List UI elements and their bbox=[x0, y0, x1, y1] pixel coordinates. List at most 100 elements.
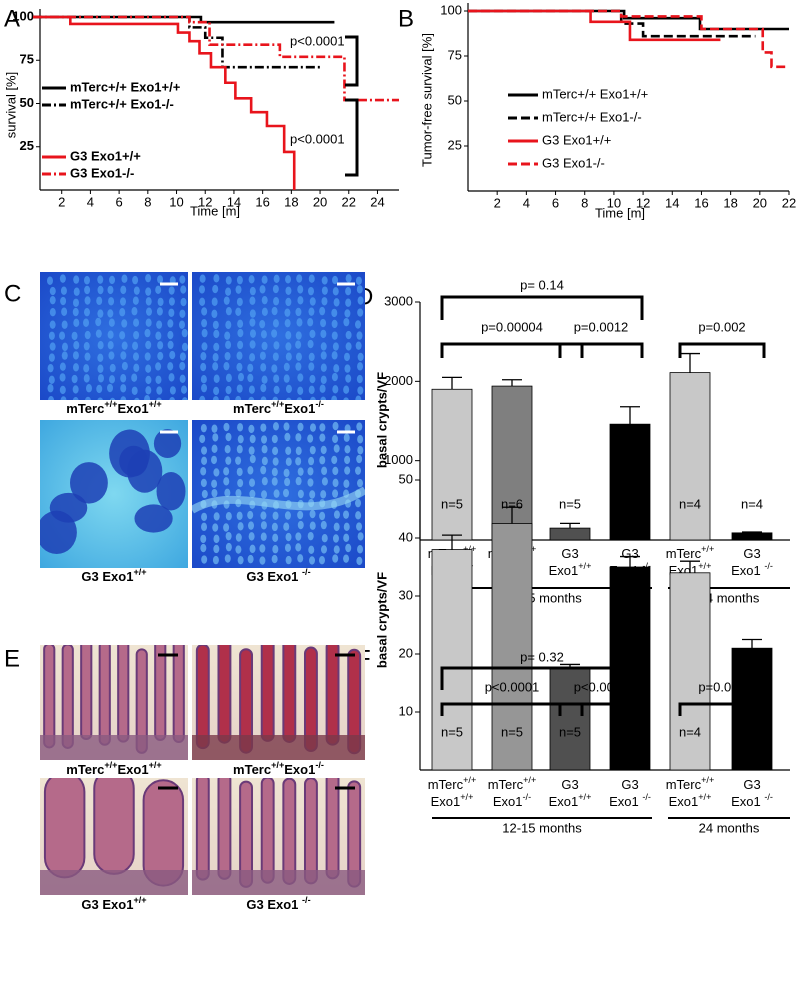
crypt bbox=[237, 319, 244, 329]
crypt bbox=[237, 423, 244, 432]
crypt bbox=[248, 532, 255, 541]
crypt bbox=[201, 555, 208, 564]
y-tick-label: 25 bbox=[20, 138, 34, 153]
crypt bbox=[307, 478, 314, 487]
crypt bbox=[261, 456, 268, 466]
bracket bbox=[440, 666, 644, 690]
crypt bbox=[211, 424, 218, 433]
crypt bbox=[357, 296, 364, 305]
sample-size: n=4 bbox=[741, 496, 763, 511]
crypt bbox=[109, 363, 116, 373]
crypt bbox=[260, 363, 267, 372]
crypt bbox=[236, 297, 243, 307]
crypt bbox=[355, 320, 362, 329]
crypt bbox=[131, 373, 138, 382]
micrograph-label: G3 Exo1+/+ bbox=[81, 567, 146, 584]
crypt bbox=[333, 545, 340, 554]
bar bbox=[491, 523, 533, 771]
crypt bbox=[200, 351, 207, 361]
crypt bbox=[357, 545, 364, 554]
crypt bbox=[134, 504, 173, 533]
crypt bbox=[236, 467, 243, 477]
crypt bbox=[201, 307, 208, 316]
y-tick-label: 30 bbox=[399, 587, 413, 602]
crypt bbox=[295, 352, 302, 362]
y-tick-label: 50 bbox=[399, 471, 413, 486]
crypt bbox=[49, 320, 56, 329]
crypt bbox=[213, 342, 220, 352]
crypt bbox=[320, 545, 327, 554]
p-value: p<0.0001 bbox=[574, 679, 629, 694]
villus bbox=[93, 778, 135, 875]
crypt bbox=[319, 555, 326, 565]
bar bbox=[431, 388, 473, 541]
crypt bbox=[273, 489, 280, 498]
crypt bbox=[225, 287, 232, 296]
villus bbox=[217, 778, 232, 880]
crypt bbox=[181, 342, 188, 352]
crypt bbox=[297, 489, 304, 499]
crypt bbox=[297, 510, 304, 520]
crypt bbox=[236, 362, 243, 372]
villus bbox=[154, 645, 167, 741]
crypt bbox=[319, 423, 326, 432]
crypt bbox=[181, 328, 188, 338]
crypt bbox=[211, 455, 218, 465]
crypt bbox=[61, 320, 68, 329]
x-tick-label: 4 bbox=[523, 195, 530, 210]
micrograph bbox=[40, 272, 188, 400]
crypt bbox=[121, 319, 128, 328]
crypt bbox=[357, 446, 364, 455]
micrograph-label: G3 Exo1+/+ bbox=[81, 895, 146, 912]
crypt bbox=[61, 342, 68, 352]
y-tick-label: 40 bbox=[399, 529, 413, 544]
crypt bbox=[179, 309, 186, 318]
crypt bbox=[223, 395, 230, 400]
p-value: p<0.0001 bbox=[290, 33, 345, 48]
crypt bbox=[357, 362, 364, 371]
micrograph-label: mTerc+/+Exo1+/+ bbox=[66, 760, 161, 777]
villus bbox=[98, 645, 111, 746]
crypt bbox=[333, 364, 340, 373]
crypt bbox=[169, 350, 176, 360]
category-label: Exo1 -/- bbox=[609, 792, 651, 809]
crypt bbox=[308, 362, 315, 371]
crypt bbox=[180, 297, 187, 307]
crypt bbox=[355, 511, 362, 520]
crypt bbox=[237, 555, 244, 565]
crypt bbox=[144, 352, 151, 361]
crypt bbox=[72, 307, 79, 317]
crypt bbox=[308, 545, 315, 555]
crypt bbox=[180, 385, 187, 394]
crypt bbox=[213, 544, 220, 554]
legend-label: G3 Exo1+/+ bbox=[542, 132, 611, 147]
bracket bbox=[558, 342, 644, 358]
crypt bbox=[200, 362, 207, 372]
sample-size: n=5 bbox=[559, 496, 581, 511]
crypt bbox=[212, 433, 219, 442]
micrograph-content bbox=[40, 272, 188, 400]
crypt bbox=[145, 273, 152, 283]
crypt bbox=[297, 422, 304, 432]
bracket bbox=[678, 702, 766, 716]
crypt bbox=[297, 520, 304, 530]
crypt bbox=[212, 320, 219, 330]
crypt bbox=[261, 435, 268, 444]
crypt bbox=[331, 372, 338, 382]
crypt bbox=[249, 434, 256, 444]
crypt bbox=[212, 362, 219, 371]
bar bbox=[609, 423, 651, 541]
x-tick-label: 18 bbox=[723, 195, 737, 210]
crypt bbox=[199, 274, 206, 283]
survival-curve bbox=[33, 15, 399, 102]
crypt bbox=[344, 445, 351, 454]
crypt bbox=[319, 433, 326, 442]
crypt bbox=[309, 329, 316, 339]
crypt bbox=[309, 445, 316, 455]
crypt bbox=[237, 478, 244, 488]
bracket bbox=[345, 35, 359, 87]
crypt bbox=[248, 446, 255, 455]
crypt bbox=[321, 477, 328, 486]
villus bbox=[43, 778, 86, 879]
crypt bbox=[260, 423, 267, 432]
